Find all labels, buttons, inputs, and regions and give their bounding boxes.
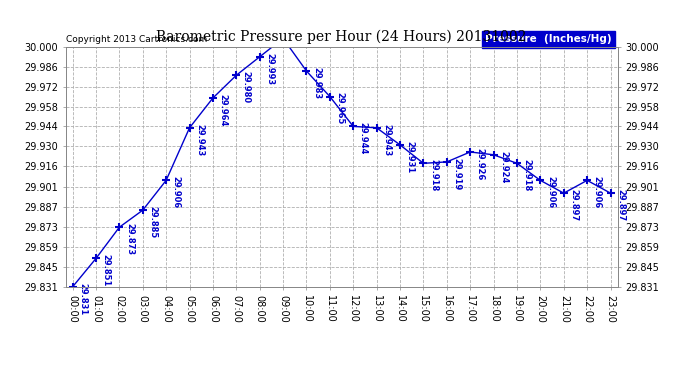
Text: 29.906: 29.906 — [546, 176, 555, 209]
Text: 29.980: 29.980 — [242, 71, 251, 103]
Text: 29.831: 29.831 — [78, 283, 87, 315]
Text: 29.931: 29.931 — [406, 141, 415, 173]
Text: 29.851: 29.851 — [101, 254, 110, 286]
Text: 29.885: 29.885 — [148, 206, 157, 238]
Text: 29.873: 29.873 — [125, 223, 134, 255]
Text: 29.906: 29.906 — [593, 176, 602, 209]
Title: Barometric Pressure per Hour (24 Hours) 20131002: Barometric Pressure per Hour (24 Hours) … — [157, 30, 526, 44]
Text: 29.965: 29.965 — [335, 92, 344, 125]
Text: 29.918: 29.918 — [429, 159, 438, 191]
Text: 29.944: 29.944 — [359, 122, 368, 154]
Text: 30.006: 30.006 — [0, 374, 1, 375]
Text: Copyright 2013 Cartronics.com: Copyright 2013 Cartronics.com — [66, 36, 207, 45]
Text: 29.943: 29.943 — [195, 124, 204, 156]
Text: 29.919: 29.919 — [453, 158, 462, 190]
Text: 29.983: 29.983 — [312, 67, 321, 99]
Text: 29.926: 29.926 — [475, 148, 485, 180]
Text: 29.906: 29.906 — [172, 176, 181, 209]
Text: 29.897: 29.897 — [616, 189, 625, 221]
Text: 29.943: 29.943 — [382, 124, 391, 156]
Text: 29.918: 29.918 — [522, 159, 531, 191]
Text: Pressure  (Inches/Hg): Pressure (Inches/Hg) — [485, 34, 612, 45]
Text: 29.964: 29.964 — [219, 94, 228, 126]
Text: 29.897: 29.897 — [569, 189, 578, 221]
Text: 29.993: 29.993 — [265, 53, 274, 85]
Text: 29.924: 29.924 — [499, 151, 508, 183]
